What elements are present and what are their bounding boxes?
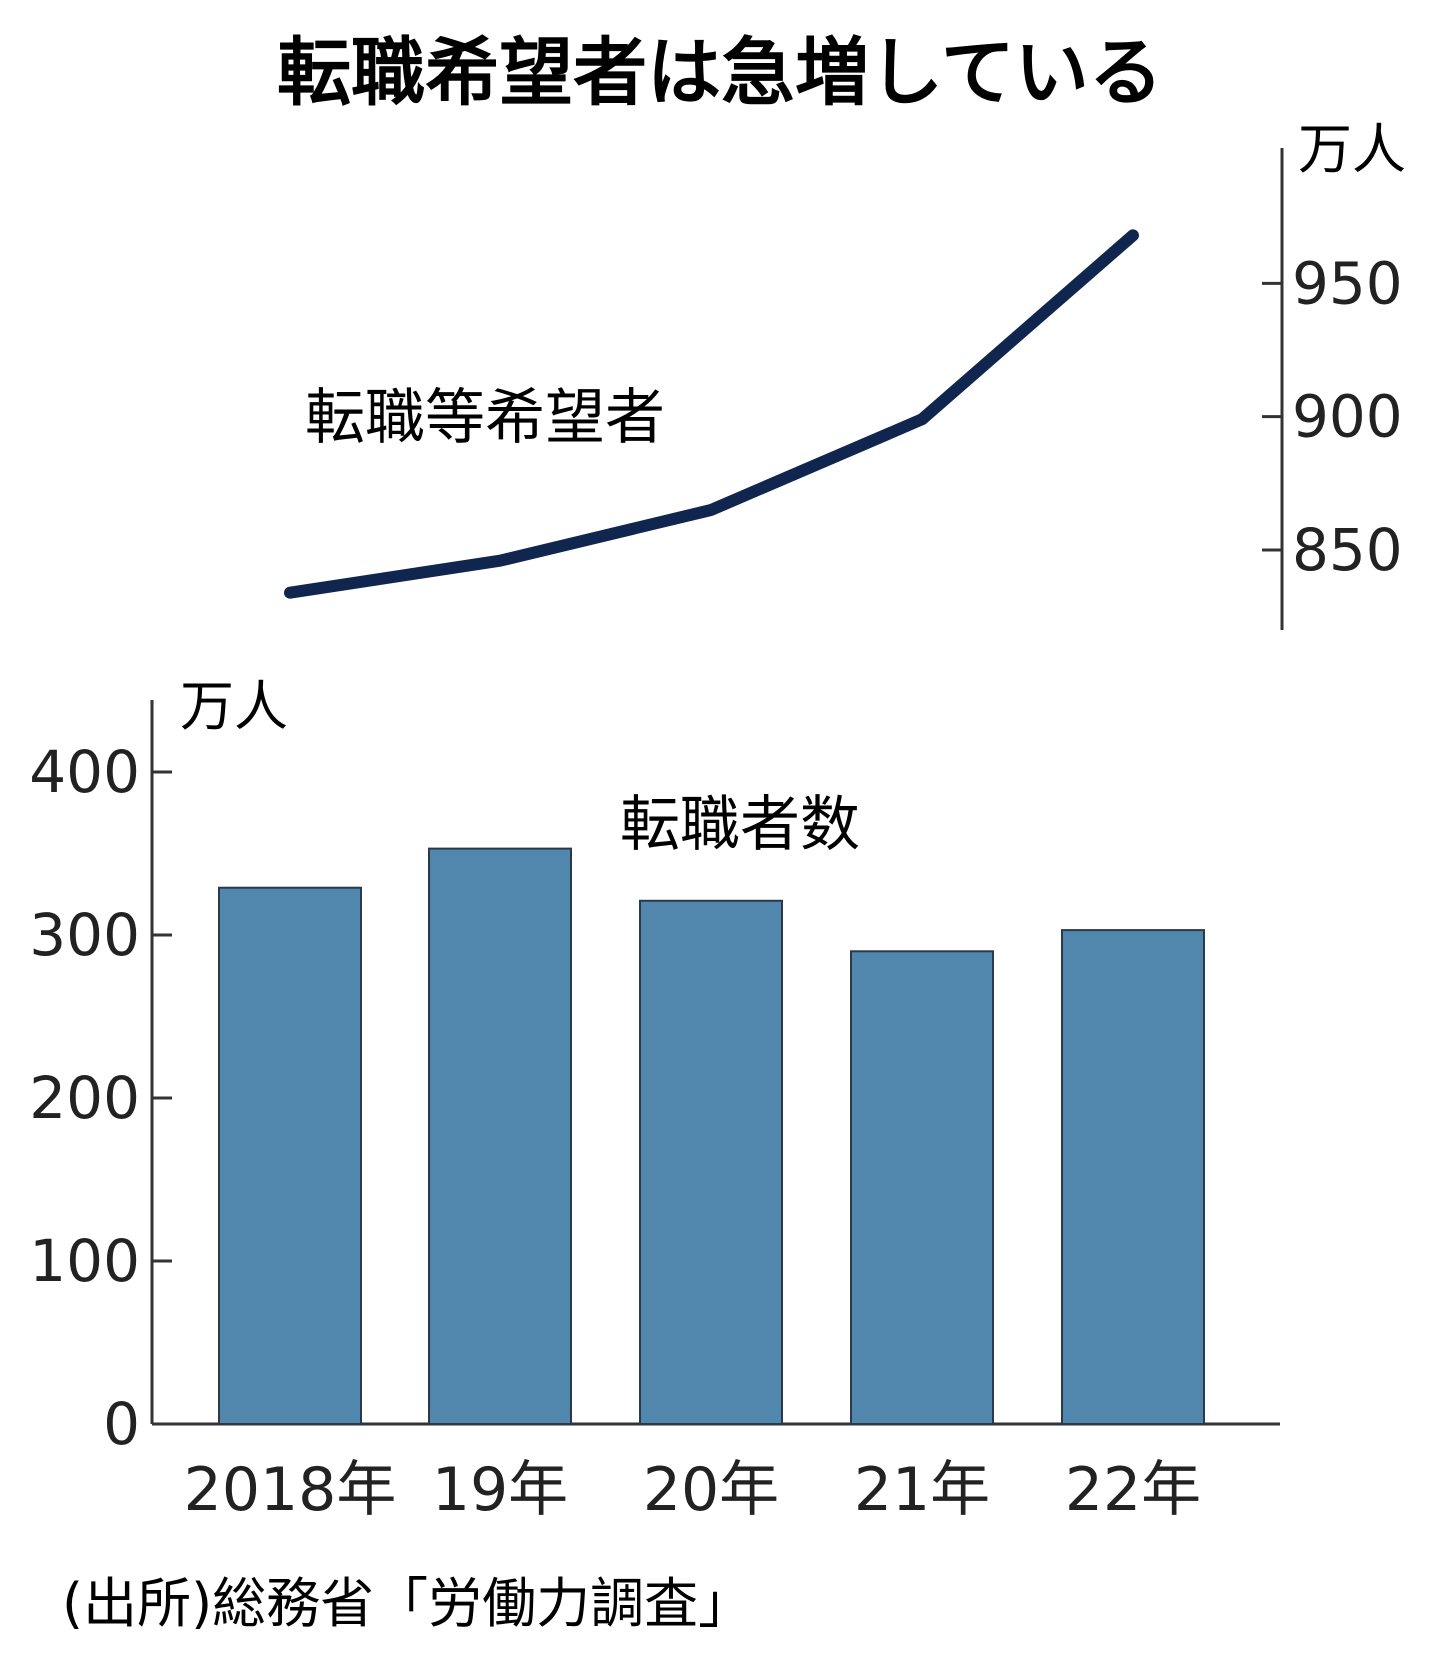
x-category-label: 22年: [1065, 1455, 1201, 1525]
line-y-tick-label: 850: [1292, 516, 1403, 584]
bar: [639, 899, 783, 1425]
x-category-label: 2018年: [184, 1455, 397, 1525]
line-y-tick-label: 950: [1292, 249, 1403, 317]
bar-y-tick-label: 300: [29, 901, 140, 969]
bar-y-unit: 万人: [180, 675, 288, 738]
bar: [850, 950, 994, 1425]
bar-series-label: 転職者数: [620, 790, 860, 860]
bar-y-tick-label: 0: [103, 1390, 140, 1458]
bar: [218, 886, 362, 1425]
line-y-tick-label: 900: [1292, 383, 1403, 451]
x-category-label: 20年: [643, 1455, 779, 1525]
line-series-label: 転職等希望者: [305, 383, 665, 453]
line-series-path: [284, 229, 1139, 599]
bar-y-tick-label: 200: [29, 1064, 140, 1132]
bar-y-tick-label: 100: [29, 1227, 140, 1295]
bar-y-tick-label: 400: [29, 738, 140, 806]
chart-title: 転職希望者は急増している: [277, 30, 1163, 116]
line-y-unit: 万人: [1298, 118, 1406, 181]
source-note: (出所)総務省「労働力調査」: [62, 1572, 752, 1635]
line-chart: 850 900 950 万人 転職等希望者: [284, 118, 1406, 630]
bar: [1061, 929, 1205, 1425]
bar: [428, 847, 572, 1425]
x-category-label: 19年: [432, 1455, 568, 1525]
bar-chart: 0 100 200 300 400 万人 2018年 19年 20年 21年 22年 転職者数: [29, 675, 1280, 1525]
x-category-label: 21年: [854, 1455, 990, 1525]
